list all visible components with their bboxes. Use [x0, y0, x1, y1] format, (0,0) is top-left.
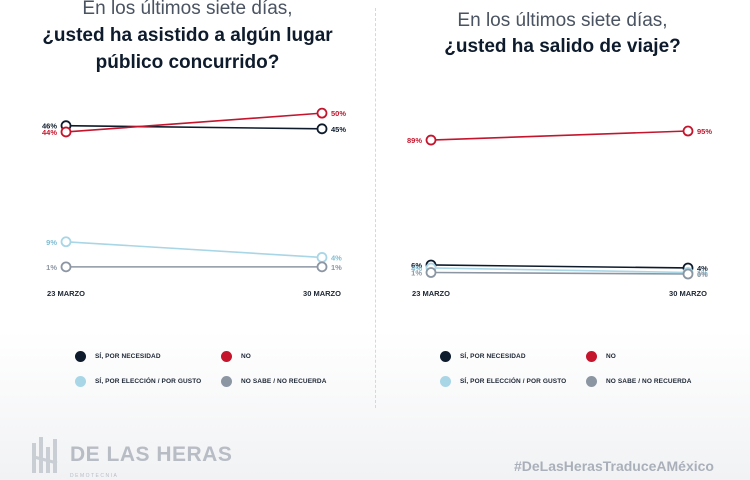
data-point [60, 236, 72, 248]
data-label: 6% [411, 261, 422, 270]
series-line-0 [65, 124, 323, 130]
x-tick-label: 23 MARZO [47, 289, 85, 298]
title-line-2: ¿usted ha salido de viaje? [444, 36, 681, 57]
data-label: 1% [697, 268, 708, 277]
title-line-2: ¿usted ha asistido a algún lugar [42, 25, 333, 46]
legend-item-no: NO [586, 351, 616, 362]
hashtag: #DeLasHerasTraduceAMéxico [514, 458, 714, 474]
legend-dot-red [586, 351, 597, 362]
line-chart-svg: 46% 45%44%50%9%4%1% 1%23 MARZO 30 MARZO [40, 107, 346, 324]
legend-item-si-necesidad: SÍ, POR NECESIDAD [75, 351, 161, 362]
data-label: 89% [407, 136, 422, 145]
brand-mark-icon [32, 437, 58, 473]
data-label: 1% [411, 268, 422, 277]
x-tick-label: 30 MARZO [669, 289, 707, 298]
panel-travel: En los últimos siete días, ¿usted ha sal… [375, 0, 750, 420]
x-tick-label: 23 MARZO [412, 289, 450, 298]
legend-item-no-sabe: NO SABE / NO RECUERDA [221, 376, 327, 387]
data-point [316, 107, 328, 119]
data-label: 95% [697, 127, 712, 136]
series-line-1 [65, 112, 323, 133]
brand-subtitle: DEMOTECNIA [70, 473, 119, 479]
chart-title-travel: En los últimos siete días, ¿usted ha sal… [375, 0, 750, 59]
legend-item-si-eleccion: SÍ, POR ELECCIÓN / POR GUSTO [75, 376, 201, 387]
data-label: 4% [331, 253, 342, 262]
data-label: 50% [331, 109, 346, 118]
x-tick-label: 30 MARZO [303, 289, 341, 298]
data-point [316, 123, 328, 135]
panel-divider [375, 8, 376, 408]
legend-label: SÍ, POR ELECCIÓN / POR GUSTO [460, 378, 567, 385]
series-line-2 [65, 240, 323, 259]
brand-logo: DE LAS HERAS DEMOTECNIA [30, 435, 233, 479]
data-label: 4% [411, 264, 422, 273]
data-point [682, 125, 694, 137]
data-label: 0% [697, 270, 708, 279]
legend-label: NO [606, 353, 616, 360]
series-line-0 [430, 264, 689, 269]
data-point [60, 126, 72, 138]
legend-label: SÍ, POR NECESIDAD [95, 353, 161, 360]
legend-dot-gray [586, 376, 597, 387]
data-label: 9% [46, 238, 57, 247]
panel-public-places: En los últimos siete días, ¿usted ha asi… [0, 0, 375, 420]
data-label: 1% [46, 263, 57, 272]
series-line-3 [430, 271, 689, 275]
data-label: 44% [42, 128, 57, 137]
legend-dot-red [221, 351, 232, 362]
data-label: 1% [331, 263, 342, 272]
legend-label: NO SABE / NO RECUERDA [241, 378, 327, 385]
legend-item-si-eleccion: SÍ, POR ELECCIÓN / POR GUSTO [440, 376, 566, 387]
data-label: 4% [697, 264, 708, 273]
series-line-1 [430, 130, 689, 141]
legend-label: NO SABE / NO RECUERDA [606, 378, 692, 385]
data-point [682, 268, 694, 280]
legend-label: NO [241, 353, 251, 360]
legend-item-si-necesidad: SÍ, POR NECESIDAD [440, 351, 526, 362]
legend-label: SÍ, POR ELECCIÓN / POR GUSTO [95, 378, 202, 385]
series-line-2 [430, 267, 689, 274]
legend-label: SÍ, POR NECESIDAD [460, 353, 526, 360]
legend-dot-gray [221, 376, 232, 387]
legend-dot-light-blue [440, 376, 451, 387]
line-chart-svg: 6% 4%89%95%4%1%1% 0%23 MARZO 30 MARZO [405, 125, 715, 324]
data-label: 46% [42, 122, 57, 131]
title-line-1: En los últimos siete días, [82, 0, 293, 19]
data-point [425, 267, 437, 278]
title-line-1: En los últimos siete días, [457, 10, 668, 31]
data-point [316, 252, 328, 263]
data-point [60, 261, 72, 273]
legend-dot-navy [440, 351, 451, 362]
brand-name: DE LAS HERAS [70, 443, 233, 466]
legend-dot-navy [75, 351, 86, 362]
data-point [316, 261, 328, 273]
title-line-3: público concurrido? [95, 52, 280, 73]
legend-item-no: NO [221, 351, 251, 362]
data-label: 45% [331, 125, 346, 134]
legend-dot-light-blue [75, 376, 86, 387]
legend-item-no-sabe: NO SABE / NO RECUERDA [586, 376, 692, 387]
line-chart-travel: 6% 4% 89% 95% 4% 1% 1% 0% 23 MARZO 30 MARZO [375, 90, 750, 324]
line-chart-public-places: 46% 45% 44% 50% 9% 4% 1% 1% 23 MARZO 30 MARZO [0, 90, 375, 324]
chart-title-public-places: En los últimos siete días, ¿usted ha asi… [0, 0, 375, 75]
data-point [425, 134, 437, 146]
